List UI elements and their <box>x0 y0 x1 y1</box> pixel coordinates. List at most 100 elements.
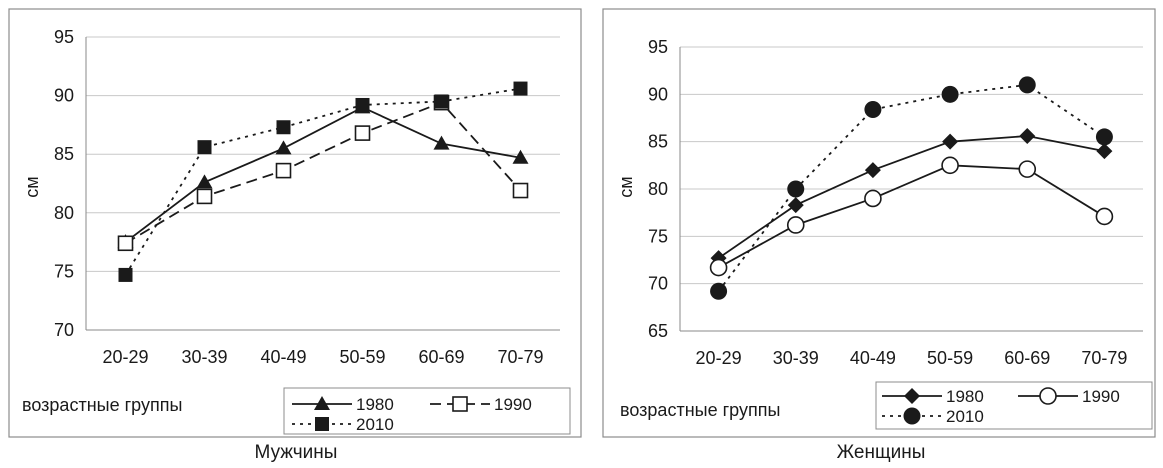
x-tick-label: 60-69 <box>418 347 464 367</box>
x-tick-labels: 20-29 30-39 40-49 50-59 60-69 70-79 <box>102 347 543 367</box>
chart-frame <box>602 8 1156 438</box>
legend-label: 2010 <box>946 407 984 426</box>
data-point <box>434 94 449 109</box>
data-point <box>942 133 959 150</box>
x-tick-label: 40-49 <box>850 348 896 368</box>
data-point <box>433 135 450 150</box>
data-point <box>196 188 213 205</box>
x-tick-label: 40-49 <box>260 347 306 367</box>
legend-marker <box>452 396 468 412</box>
series-line <box>124 106 521 243</box>
series-line <box>125 101 522 245</box>
y-tick-label: 75 <box>648 226 668 246</box>
x-tick-label: 60-69 <box>1004 348 1050 368</box>
x-tick-label: 20-29 <box>102 347 148 367</box>
y-tick-labels: 70 75 80 85 90 95 <box>54 27 74 340</box>
y-tick-label: 70 <box>648 274 668 294</box>
x-tick-label: 20-29 <box>696 348 742 368</box>
legend-marker <box>1039 387 1057 405</box>
legend-entry-1980: 1980 <box>292 395 394 414</box>
legend-entry-2010: 2010 <box>882 407 984 426</box>
data-point <box>1095 207 1114 226</box>
data-point <box>118 267 133 282</box>
legend-marker <box>903 407 921 425</box>
data-point <box>512 182 529 199</box>
data-point <box>941 156 959 175</box>
series-1990 <box>709 156 1114 277</box>
y-tick-label: 85 <box>54 144 74 164</box>
data-point <box>354 125 371 141</box>
x-tick-label: 30-39 <box>181 347 227 367</box>
data-point <box>1096 143 1113 160</box>
data-point <box>787 197 804 214</box>
data-point <box>276 120 291 135</box>
chart-panel-men: 70 75 80 85 90 95 20-29 30-39 40-49 50-59 60-69 70… <box>8 8 582 438</box>
x-axis-label: возрастные группы <box>22 395 182 415</box>
y-tick-labels: 65 70 75 80 85 90 95 <box>648 37 668 341</box>
y-tick-label: 65 <box>648 321 668 341</box>
series-line <box>124 87 521 276</box>
legend-marker <box>315 417 329 431</box>
y-axis-label: см <box>22 176 42 197</box>
legend-marker <box>314 396 330 410</box>
legend-label: 2010 <box>356 415 394 434</box>
legend-label: 1990 <box>494 395 532 414</box>
chart-panel-women: 65 70 75 80 85 90 95 20-29 30-39 40-49 50-59 60-69… <box>602 8 1156 438</box>
y-tick-label: 90 <box>648 84 668 104</box>
legend: 1980 1990 2010 <box>875 381 1153 430</box>
y-tick-label: 80 <box>648 179 668 199</box>
series-line <box>717 83 1105 292</box>
x-tick-label: 30-39 <box>773 348 819 368</box>
data-point <box>1095 128 1113 146</box>
data-point <box>275 140 292 155</box>
y-tick-label: 75 <box>54 261 74 281</box>
x-tick-labels: 20-29 30-39 40-49 50-59 60-69 70-79 <box>696 348 1128 368</box>
y-axis-label: см <box>616 176 636 197</box>
legend-entry-1990: 1990 <box>1018 387 1120 406</box>
data-point <box>864 189 882 208</box>
gridlines <box>679 46 1143 332</box>
y-tick-label: 95 <box>54 27 74 47</box>
data-point <box>1019 127 1036 144</box>
data-point <box>787 180 805 198</box>
legend: 1980 1990 2010 <box>283 387 571 435</box>
data-point <box>941 85 959 103</box>
data-point <box>512 149 529 164</box>
data-point <box>864 162 881 179</box>
data-point <box>197 140 212 155</box>
data-point <box>710 282 728 300</box>
data-point <box>513 81 528 96</box>
data-point <box>196 174 213 189</box>
data-point <box>864 100 882 118</box>
y-tick-label: 90 <box>54 86 74 106</box>
data-point <box>709 258 728 277</box>
caption-women: Женщины <box>837 442 926 463</box>
legend-entry-2010: 2010 <box>292 415 394 434</box>
series-2010 <box>118 81 528 282</box>
legend-box <box>283 387 571 435</box>
data-point <box>1018 160 1037 178</box>
data-point <box>355 97 370 112</box>
legend-entry-1990: 1990 <box>430 395 532 414</box>
data-series <box>117 81 529 282</box>
y-tick-label: 95 <box>648 37 668 57</box>
series-line <box>718 135 1105 259</box>
legend-marker <box>904 388 920 404</box>
caption-men: Мужчины <box>255 442 338 463</box>
data-series <box>709 76 1114 300</box>
y-tick-label: 70 <box>54 320 74 340</box>
legend-box <box>875 381 1153 430</box>
y-tick-label: 85 <box>648 132 668 152</box>
x-tick-label: 50-59 <box>339 347 385 367</box>
x-tick-label: 50-59 <box>927 348 973 368</box>
legend-entry-1980: 1980 <box>882 387 984 406</box>
data-point <box>275 162 292 179</box>
x-tick-label: 70-79 <box>497 347 543 367</box>
x-tick-label: 70-79 <box>1081 348 1127 368</box>
data-point <box>786 216 805 234</box>
series-line <box>718 164 1105 269</box>
chart-frame <box>8 8 582 438</box>
y-tick-label: 80 <box>54 203 74 223</box>
legend-label: 1980 <box>946 387 984 406</box>
